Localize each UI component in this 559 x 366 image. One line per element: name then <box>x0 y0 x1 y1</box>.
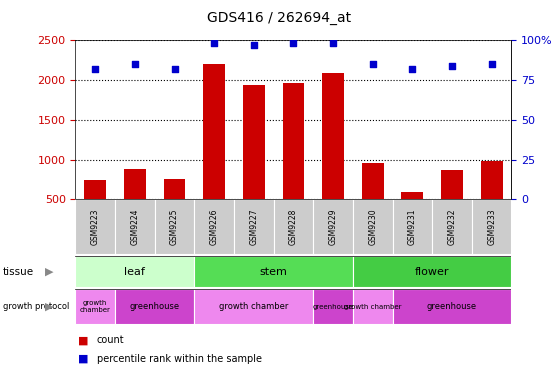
Text: GSM9224: GSM9224 <box>130 209 139 245</box>
Text: GSM9226: GSM9226 <box>210 209 219 245</box>
Point <box>130 61 139 67</box>
Bar <box>115 289 195 324</box>
Bar <box>353 199 392 254</box>
Text: ▶: ▶ <box>45 267 54 277</box>
Point <box>448 63 457 69</box>
Bar <box>164 179 186 239</box>
Text: GDS416 / 262694_at: GDS416 / 262694_at <box>207 11 352 25</box>
Point <box>170 66 179 72</box>
Bar <box>243 85 265 239</box>
Bar <box>313 289 353 324</box>
Text: ▶: ▶ <box>45 302 54 311</box>
Bar <box>353 256 511 287</box>
Bar <box>472 199 511 254</box>
Point <box>368 61 377 67</box>
Bar <box>392 289 511 324</box>
Text: GSM9229: GSM9229 <box>329 209 338 245</box>
Text: GSM9228: GSM9228 <box>289 209 298 245</box>
Text: growth
chamber: growth chamber <box>80 300 111 313</box>
Bar <box>401 191 423 239</box>
Bar <box>353 289 392 324</box>
Text: GSM9232: GSM9232 <box>448 209 457 245</box>
Bar <box>274 199 313 254</box>
Bar <box>115 199 155 254</box>
Point <box>487 61 496 67</box>
Bar <box>441 170 463 239</box>
Point <box>289 41 298 46</box>
Bar <box>313 199 353 254</box>
Point <box>91 66 100 72</box>
Text: growth protocol: growth protocol <box>3 302 69 311</box>
Bar <box>75 289 115 324</box>
Bar <box>75 199 115 254</box>
Bar <box>432 199 472 254</box>
Text: GSM9225: GSM9225 <box>170 209 179 245</box>
Bar <box>195 199 234 254</box>
Text: GSM9233: GSM9233 <box>487 209 496 245</box>
Text: greenhouse: greenhouse <box>130 302 180 311</box>
Text: percentile rank within the sample: percentile rank within the sample <box>97 354 262 364</box>
Text: flower: flower <box>415 267 449 277</box>
Text: ■: ■ <box>78 354 89 364</box>
Text: leaf: leaf <box>125 267 145 277</box>
Bar <box>322 73 344 239</box>
Bar <box>362 163 383 239</box>
Text: stem: stem <box>260 267 287 277</box>
Text: count: count <box>97 335 124 346</box>
Text: GSM9223: GSM9223 <box>91 209 100 245</box>
Text: tissue: tissue <box>3 267 34 277</box>
Bar <box>481 161 503 239</box>
Point <box>210 41 219 46</box>
Text: growth chamber: growth chamber <box>344 303 401 310</box>
Text: greenhouse: greenhouse <box>312 303 354 310</box>
Point <box>249 42 258 48</box>
Text: greenhouse: greenhouse <box>427 302 477 311</box>
Text: GSM9230: GSM9230 <box>368 209 377 245</box>
Point <box>329 41 338 46</box>
Bar <box>155 199 195 254</box>
Text: GSM9231: GSM9231 <box>408 209 417 245</box>
Text: GSM9227: GSM9227 <box>249 209 258 245</box>
Text: ■: ■ <box>78 335 89 346</box>
Bar <box>195 289 313 324</box>
Bar <box>234 199 274 254</box>
Bar <box>392 199 432 254</box>
Bar <box>282 83 304 239</box>
Bar <box>203 64 225 239</box>
Bar <box>195 256 353 287</box>
Text: growth chamber: growth chamber <box>219 302 288 311</box>
Bar <box>84 180 106 239</box>
Point <box>408 66 417 72</box>
Bar <box>75 256 195 287</box>
Bar <box>124 169 146 239</box>
